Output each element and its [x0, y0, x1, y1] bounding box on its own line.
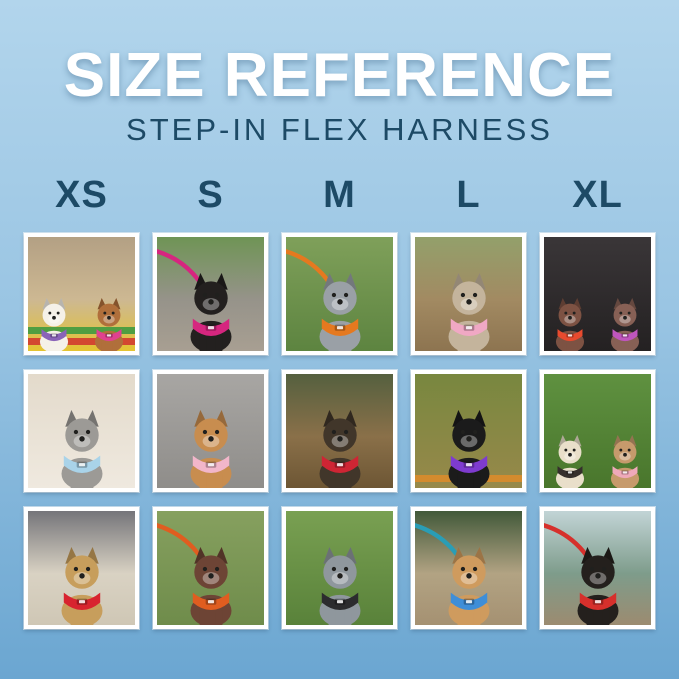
photo-cell	[153, 370, 268, 492]
dog-illustration	[319, 273, 360, 351]
size-header-row: XS S M L XL	[24, 174, 655, 217]
dogs-group	[28, 407, 135, 488]
dogs-group	[28, 295, 135, 351]
photo-scene	[286, 511, 393, 625]
dog-illustration	[610, 434, 640, 488]
dog-illustration	[448, 410, 489, 488]
dog-illustration	[555, 297, 585, 351]
size-label-m: M	[323, 174, 356, 216]
dog-illustration	[94, 297, 124, 351]
photo-scene	[286, 374, 393, 488]
dog-illustration	[577, 547, 618, 625]
photo-cell	[282, 507, 397, 629]
photo-cell	[24, 233, 139, 355]
dogs-group	[415, 407, 522, 488]
dogs-group	[415, 270, 522, 351]
photo-cell	[282, 370, 397, 492]
dog-illustration	[61, 410, 102, 488]
dog-illustration	[448, 547, 489, 625]
dogs-group	[415, 544, 522, 625]
size-label-xl: XL	[572, 174, 623, 216]
photo-scene	[157, 374, 264, 488]
photo-cell	[153, 507, 268, 629]
dogs-group	[28, 544, 135, 625]
size-label-l: L	[456, 174, 481, 216]
dog-illustration	[319, 410, 360, 488]
dog-illustration	[190, 410, 231, 488]
photo-scene	[415, 237, 522, 351]
size-label-xs: XS	[55, 174, 108, 216]
dogs-group	[157, 544, 264, 625]
photo-cell	[411, 507, 526, 629]
photo-scene	[28, 374, 135, 488]
product-subtitle: STEP-IN FLEX HARNESS	[126, 112, 553, 147]
photo-scene	[415, 374, 522, 488]
dogs-group	[544, 544, 651, 625]
photo-cell	[540, 233, 655, 355]
dog-illustration	[190, 547, 231, 625]
photo-scene	[28, 511, 135, 625]
dog-illustration	[190, 273, 231, 351]
photo-scene	[544, 511, 651, 625]
photo-scene	[28, 237, 135, 351]
photo-scene	[544, 237, 651, 351]
photo-cell	[411, 370, 526, 492]
dogs-group	[286, 407, 393, 488]
photo-cell	[24, 370, 139, 492]
dogs-group	[286, 270, 393, 351]
size-label-s: S	[197, 174, 224, 216]
dog-illustration	[555, 434, 585, 488]
photo-scene	[157, 237, 264, 351]
photo-scene	[157, 511, 264, 625]
photo-cell	[540, 370, 655, 492]
page-title: SIZE REFERENCE	[63, 41, 616, 110]
photo-scene	[544, 374, 651, 488]
scene-accent-stripe	[28, 338, 135, 345]
scene-accent-stripe	[28, 327, 135, 334]
dog-illustration	[448, 273, 489, 351]
dog-illustration	[61, 547, 102, 625]
dog-illustration	[610, 297, 640, 351]
photo-cell	[411, 233, 526, 355]
photo-cell	[282, 233, 397, 355]
dogs-group	[544, 295, 651, 351]
dog-illustration	[319, 547, 360, 625]
dogs-group	[544, 432, 651, 488]
dogs-group	[157, 407, 264, 488]
photo-cell	[540, 507, 655, 629]
photo-scene	[286, 237, 393, 351]
photo-cell	[24, 507, 139, 629]
dogs-group	[286, 544, 393, 625]
photo-cell	[153, 233, 268, 355]
dog-illustration	[39, 297, 69, 351]
dogs-group	[157, 270, 264, 351]
photo-grid	[24, 233, 655, 629]
photo-scene	[415, 511, 522, 625]
